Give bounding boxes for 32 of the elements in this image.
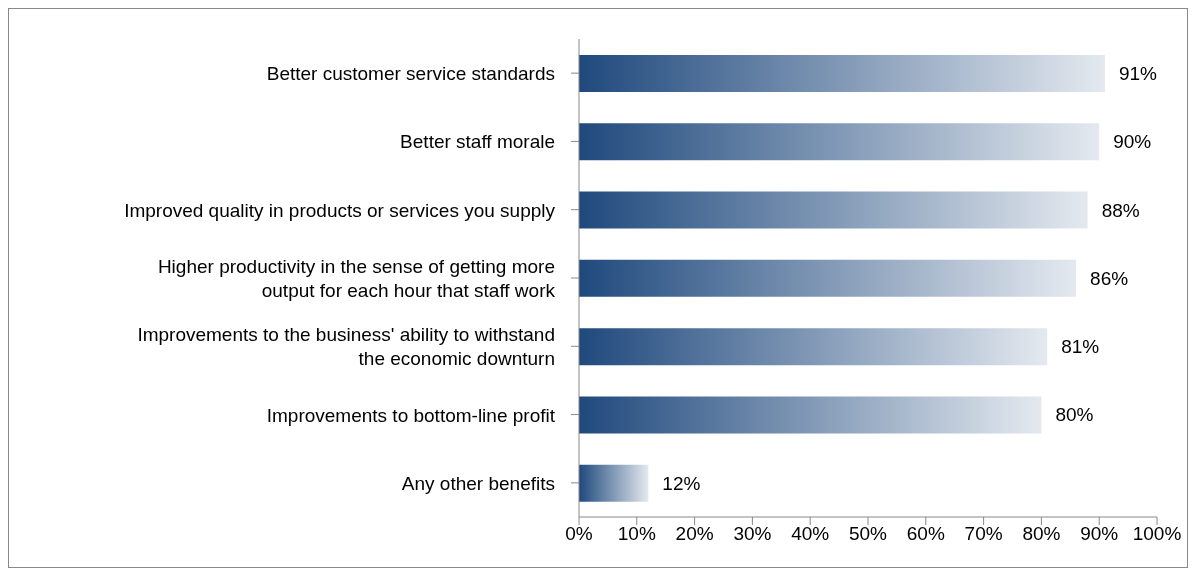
- y-tick-label: Improvements to bottom-line profit: [266, 404, 556, 426]
- y-tick-label: Improvements to the business' ability to withstand the economic downturn: [137, 323, 555, 369]
- x-tick-label: 100%: [1132, 523, 1182, 545]
- y-tick-label: Any other benefits: [401, 472, 555, 494]
- x-tick-label: 90%: [1080, 523, 1119, 545]
- bar: [579, 191, 1088, 229]
- x-tick-label: 10%: [617, 523, 656, 545]
- data-label: 86%: [1090, 267, 1129, 289]
- data-label: 80%: [1055, 404, 1094, 426]
- bar: [579, 328, 1048, 366]
- y-tick-label: Improved quality in products or services you supply: [124, 199, 556, 221]
- data-label: 90%: [1113, 131, 1152, 153]
- x-tick-label: 0%: [565, 523, 593, 545]
- data-label: 81%: [1061, 336, 1100, 358]
- data-label: 12%: [662, 472, 701, 494]
- bar: [579, 55, 1105, 92]
- x-tick-label: 60%: [906, 523, 945, 545]
- y-tick-label: Better customer service standards: [266, 62, 555, 84]
- y-tick-label: Higher productivity in the sense of getting more output for each hour that staff work: [157, 255, 556, 301]
- bar: [579, 259, 1077, 297]
- x-tick-label: 30%: [733, 523, 772, 545]
- bar: [579, 396, 1042, 434]
- x-tick-label: 50%: [848, 523, 888, 545]
- y-tick-label: Better staff morale: [400, 130, 555, 152]
- data-label: 88%: [1101, 199, 1140, 221]
- x-tick-label: 70%: [964, 523, 1003, 545]
- bar: [579, 464, 649, 502]
- bar: [579, 123, 1100, 161]
- data-label: 91%: [1118, 63, 1158, 84]
- x-tick-label: 40%: [791, 523, 830, 545]
- x-tick-label: 80%: [1022, 523, 1061, 545]
- x-tick-label: 20%: [675, 523, 714, 545]
